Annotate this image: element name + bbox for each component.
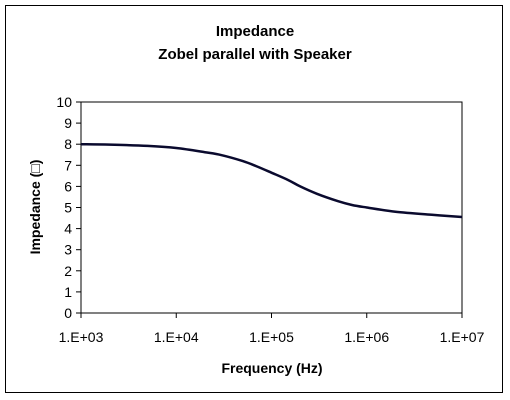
y-tick-label: 6 [64, 178, 72, 194]
y-tick-label: 1 [64, 284, 72, 300]
x-tick-label: 1.E+04 [154, 329, 199, 345]
y-axis: 0 1 2 3 4 5 6 7 8 9 10 [56, 94, 81, 321]
y-tick-label: 10 [56, 94, 72, 110]
y-tick-label: 4 [64, 221, 72, 237]
x-tick-label: 1.E+06 [344, 329, 389, 345]
y-tick-label: 5 [64, 200, 72, 216]
y-tick-label: 7 [64, 157, 72, 173]
chart-subtitle: Zobel parallel with Speaker [158, 46, 352, 63]
plot-area [80, 101, 463, 314]
chart-title: Impedance [216, 23, 294, 40]
x-tick-label: 1.E+07 [440, 329, 485, 345]
impedance-series-line [80, 142, 463, 219]
x-axis-label: Frequency (Hz) [221, 360, 322, 376]
x-tick-label: 1.E+05 [249, 329, 294, 345]
y-tick-label: 2 [64, 263, 72, 279]
x-axis: 1.E+03 1.E+04 1.E+05 1.E+06 1.E+07 [59, 313, 485, 345]
y-tick-label: 9 [64, 115, 72, 131]
x-tick-label: 1.E+03 [59, 329, 104, 345]
chart-frame [5, 5, 503, 393]
y-tick-label: 8 [64, 136, 72, 152]
y-tick-label: 3 [64, 242, 72, 258]
series-layer [80, 142, 463, 219]
y-tick-label: 0 [64, 305, 72, 321]
y-axis-label: Impedance (□) [27, 160, 43, 255]
